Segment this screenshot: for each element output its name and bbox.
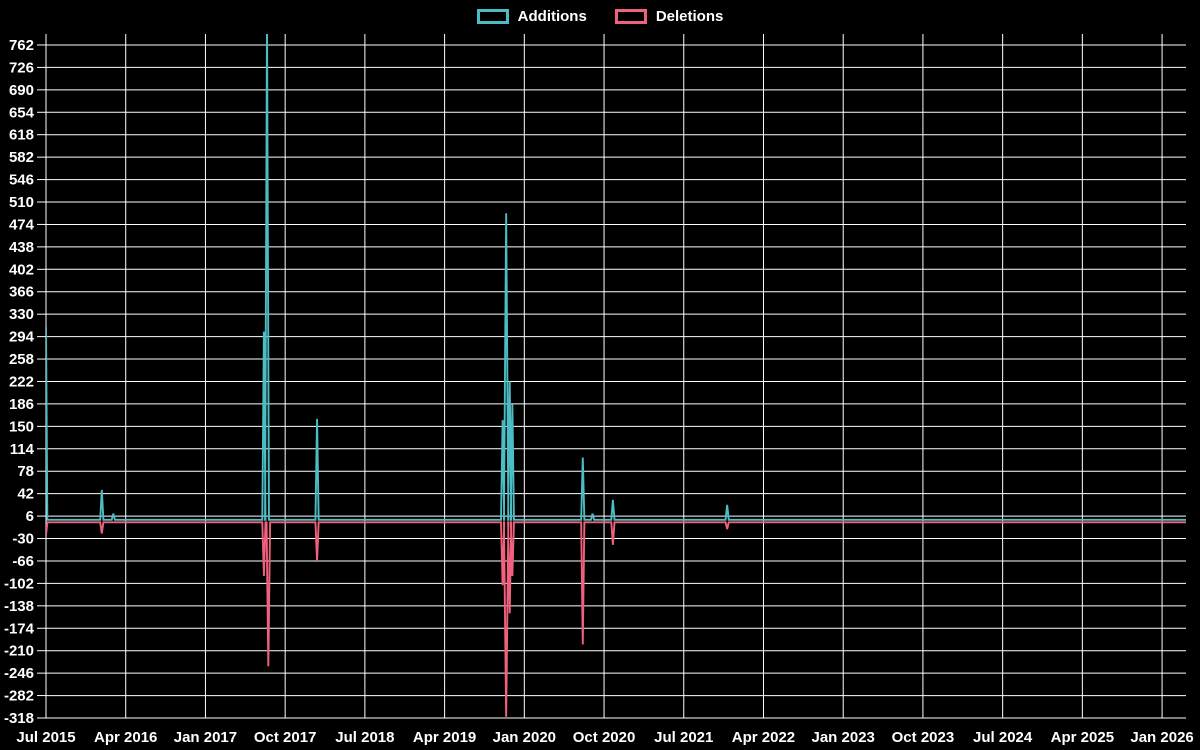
y-tick-label: 618 — [9, 127, 34, 144]
deletions-legend-swatch — [614, 9, 647, 24]
additions-legend-swatch — [476, 9, 509, 24]
y-tick-label: 474 — [9, 216, 35, 233]
y-tick-label: -102 — [4, 575, 34, 592]
x-tick-label: Jul 2024 — [973, 729, 1033, 746]
x-tick-label: Jul 2018 — [335, 729, 394, 746]
y-gridlines — [37, 44, 1186, 719]
x-tick-label: Jul 2021 — [654, 729, 713, 746]
y-tick-label: 366 — [9, 284, 34, 301]
x-tick-label: Jan 2020 — [493, 729, 556, 746]
legend-item-deletions[interactable]: Deletions — [614, 8, 724, 25]
y-tick-label: -246 — [4, 665, 34, 682]
y-tick-label: 726 — [9, 59, 34, 76]
y-tick-label: -138 — [4, 598, 34, 615]
x-tick-labels: Jul 2015 Apr 2016 Jan 2017 Oct 2017 Jul 2018… — [16, 729, 1193, 746]
y-tick-label: 258 — [9, 351, 34, 368]
y-tick-label: 150 — [9, 418, 34, 435]
x-tick-label: Jul 2015 — [16, 729, 75, 746]
x-tick-label: Apr 2025 — [1051, 729, 1114, 746]
x-tick-label: Oct 2023 — [892, 729, 955, 746]
y-tick-label: 402 — [9, 261, 34, 278]
x-tick-label: Jan 2026 — [1130, 729, 1193, 746]
x-tick-label: Oct 2020 — [573, 729, 636, 746]
y-tick-label: 330 — [9, 306, 34, 323]
y-tick-label: -210 — [4, 643, 34, 660]
x-tick-label: Apr 2019 — [413, 729, 476, 746]
y-tick-label: 42 — [17, 486, 34, 503]
y-tick-label: -30 — [12, 531, 34, 548]
x-tick-label: Oct 2017 — [254, 729, 317, 746]
y-tick-label: -282 — [4, 688, 34, 705]
y-tick-label: 78 — [17, 463, 34, 480]
y-tick-label: 546 — [9, 172, 34, 189]
y-tick-label: 114 — [10, 441, 35, 458]
y-tick-label: 690 — [9, 82, 34, 99]
deletions-legend-label: Deletions — [655, 8, 724, 25]
y-tick-label: 222 — [9, 373, 34, 390]
y-tick-label: -174 — [4, 620, 35, 637]
y-tick-label: 582 — [9, 149, 34, 166]
x-tick-label: Jan 2023 — [812, 729, 875, 746]
x-tick-label: Apr 2022 — [732, 729, 795, 746]
x-tick-label: Jan 2017 — [174, 729, 237, 746]
y-tick-label: -66 — [12, 553, 34, 570]
series-additions-line — [46, 34, 1186, 521]
y-tick-label: -318 — [4, 710, 34, 727]
y-tick-label: 294 — [9, 329, 35, 346]
series-deletions-line — [46, 521, 1186, 717]
x-gridlines — [45, 34, 1163, 718]
x-tick-label: Apr 2016 — [94, 729, 157, 746]
chart-legend: Additions Deletions — [0, 9, 1200, 24]
y-tick-label: 762 — [9, 37, 34, 54]
y-tick-label: 6 — [26, 508, 34, 525]
y-tick-label: 510 — [9, 194, 34, 211]
y-tick-label: 438 — [9, 239, 34, 256]
y-tick-label: 654 — [9, 104, 35, 121]
y-tick-labels: 762 726 690 654 618 582 546 510 474 438 402 366 330 2… — [4, 37, 35, 727]
additions-legend-label: Additions — [517, 8, 587, 25]
y-tick-label: 186 — [9, 396, 34, 413]
legend-item-additions[interactable]: Additions — [476, 8, 587, 25]
